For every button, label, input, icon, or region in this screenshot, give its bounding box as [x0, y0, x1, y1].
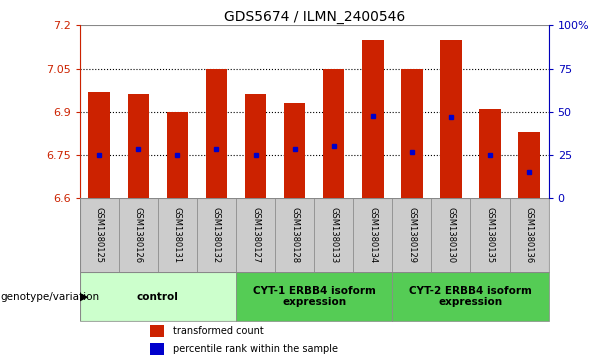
Bar	[245, 94, 266, 198]
Text: CYT-2 ERBB4 isoform
expression: CYT-2 ERBB4 isoform expression	[409, 286, 532, 307]
Bar	[392, 198, 432, 272]
Bar	[323, 69, 345, 198]
Bar	[353, 198, 392, 272]
Bar	[150, 325, 164, 337]
Bar	[471, 198, 509, 272]
Text: CYT-1 ERBB4 isoform
expression: CYT-1 ERBB4 isoform expression	[253, 286, 376, 307]
Bar	[80, 272, 236, 321]
Text: GSM1380132: GSM1380132	[212, 207, 221, 263]
Text: GSM1380131: GSM1380131	[173, 207, 182, 263]
Bar	[236, 198, 275, 272]
Bar	[509, 198, 549, 272]
Bar	[119, 198, 158, 272]
Text: transformed count: transformed count	[173, 326, 264, 336]
Bar	[128, 94, 149, 198]
Bar	[392, 272, 549, 321]
Text: GSM1380130: GSM1380130	[446, 207, 455, 263]
Bar	[158, 198, 197, 272]
Bar	[88, 91, 110, 198]
Bar	[197, 198, 236, 272]
Text: GSM1380125: GSM1380125	[95, 207, 104, 263]
Bar	[479, 109, 501, 198]
Text: GSM1380129: GSM1380129	[408, 207, 416, 263]
Text: GSM1380127: GSM1380127	[251, 207, 260, 263]
Bar	[440, 40, 462, 198]
Bar	[236, 272, 392, 321]
Text: GSM1380133: GSM1380133	[329, 207, 338, 263]
Text: GSM1380135: GSM1380135	[485, 207, 495, 263]
Bar	[206, 69, 227, 198]
Text: GSM1380136: GSM1380136	[525, 207, 533, 263]
Text: control: control	[137, 291, 179, 302]
Text: GSM1380126: GSM1380126	[134, 207, 143, 263]
Bar	[150, 343, 164, 355]
Text: GSM1380128: GSM1380128	[290, 207, 299, 263]
Bar	[314, 198, 353, 272]
Bar	[275, 198, 314, 272]
Text: GSM1380134: GSM1380134	[368, 207, 377, 263]
Bar	[362, 40, 384, 198]
Text: percentile rank within the sample: percentile rank within the sample	[173, 344, 338, 354]
Title: GDS5674 / ILMN_2400546: GDS5674 / ILMN_2400546	[224, 11, 405, 24]
Bar	[401, 69, 422, 198]
Bar	[284, 103, 305, 198]
Bar	[519, 132, 540, 198]
Text: ▶: ▶	[80, 291, 89, 302]
Text: genotype/variation: genotype/variation	[1, 291, 100, 302]
Bar	[432, 198, 471, 272]
Bar	[167, 112, 188, 198]
Bar	[80, 198, 119, 272]
